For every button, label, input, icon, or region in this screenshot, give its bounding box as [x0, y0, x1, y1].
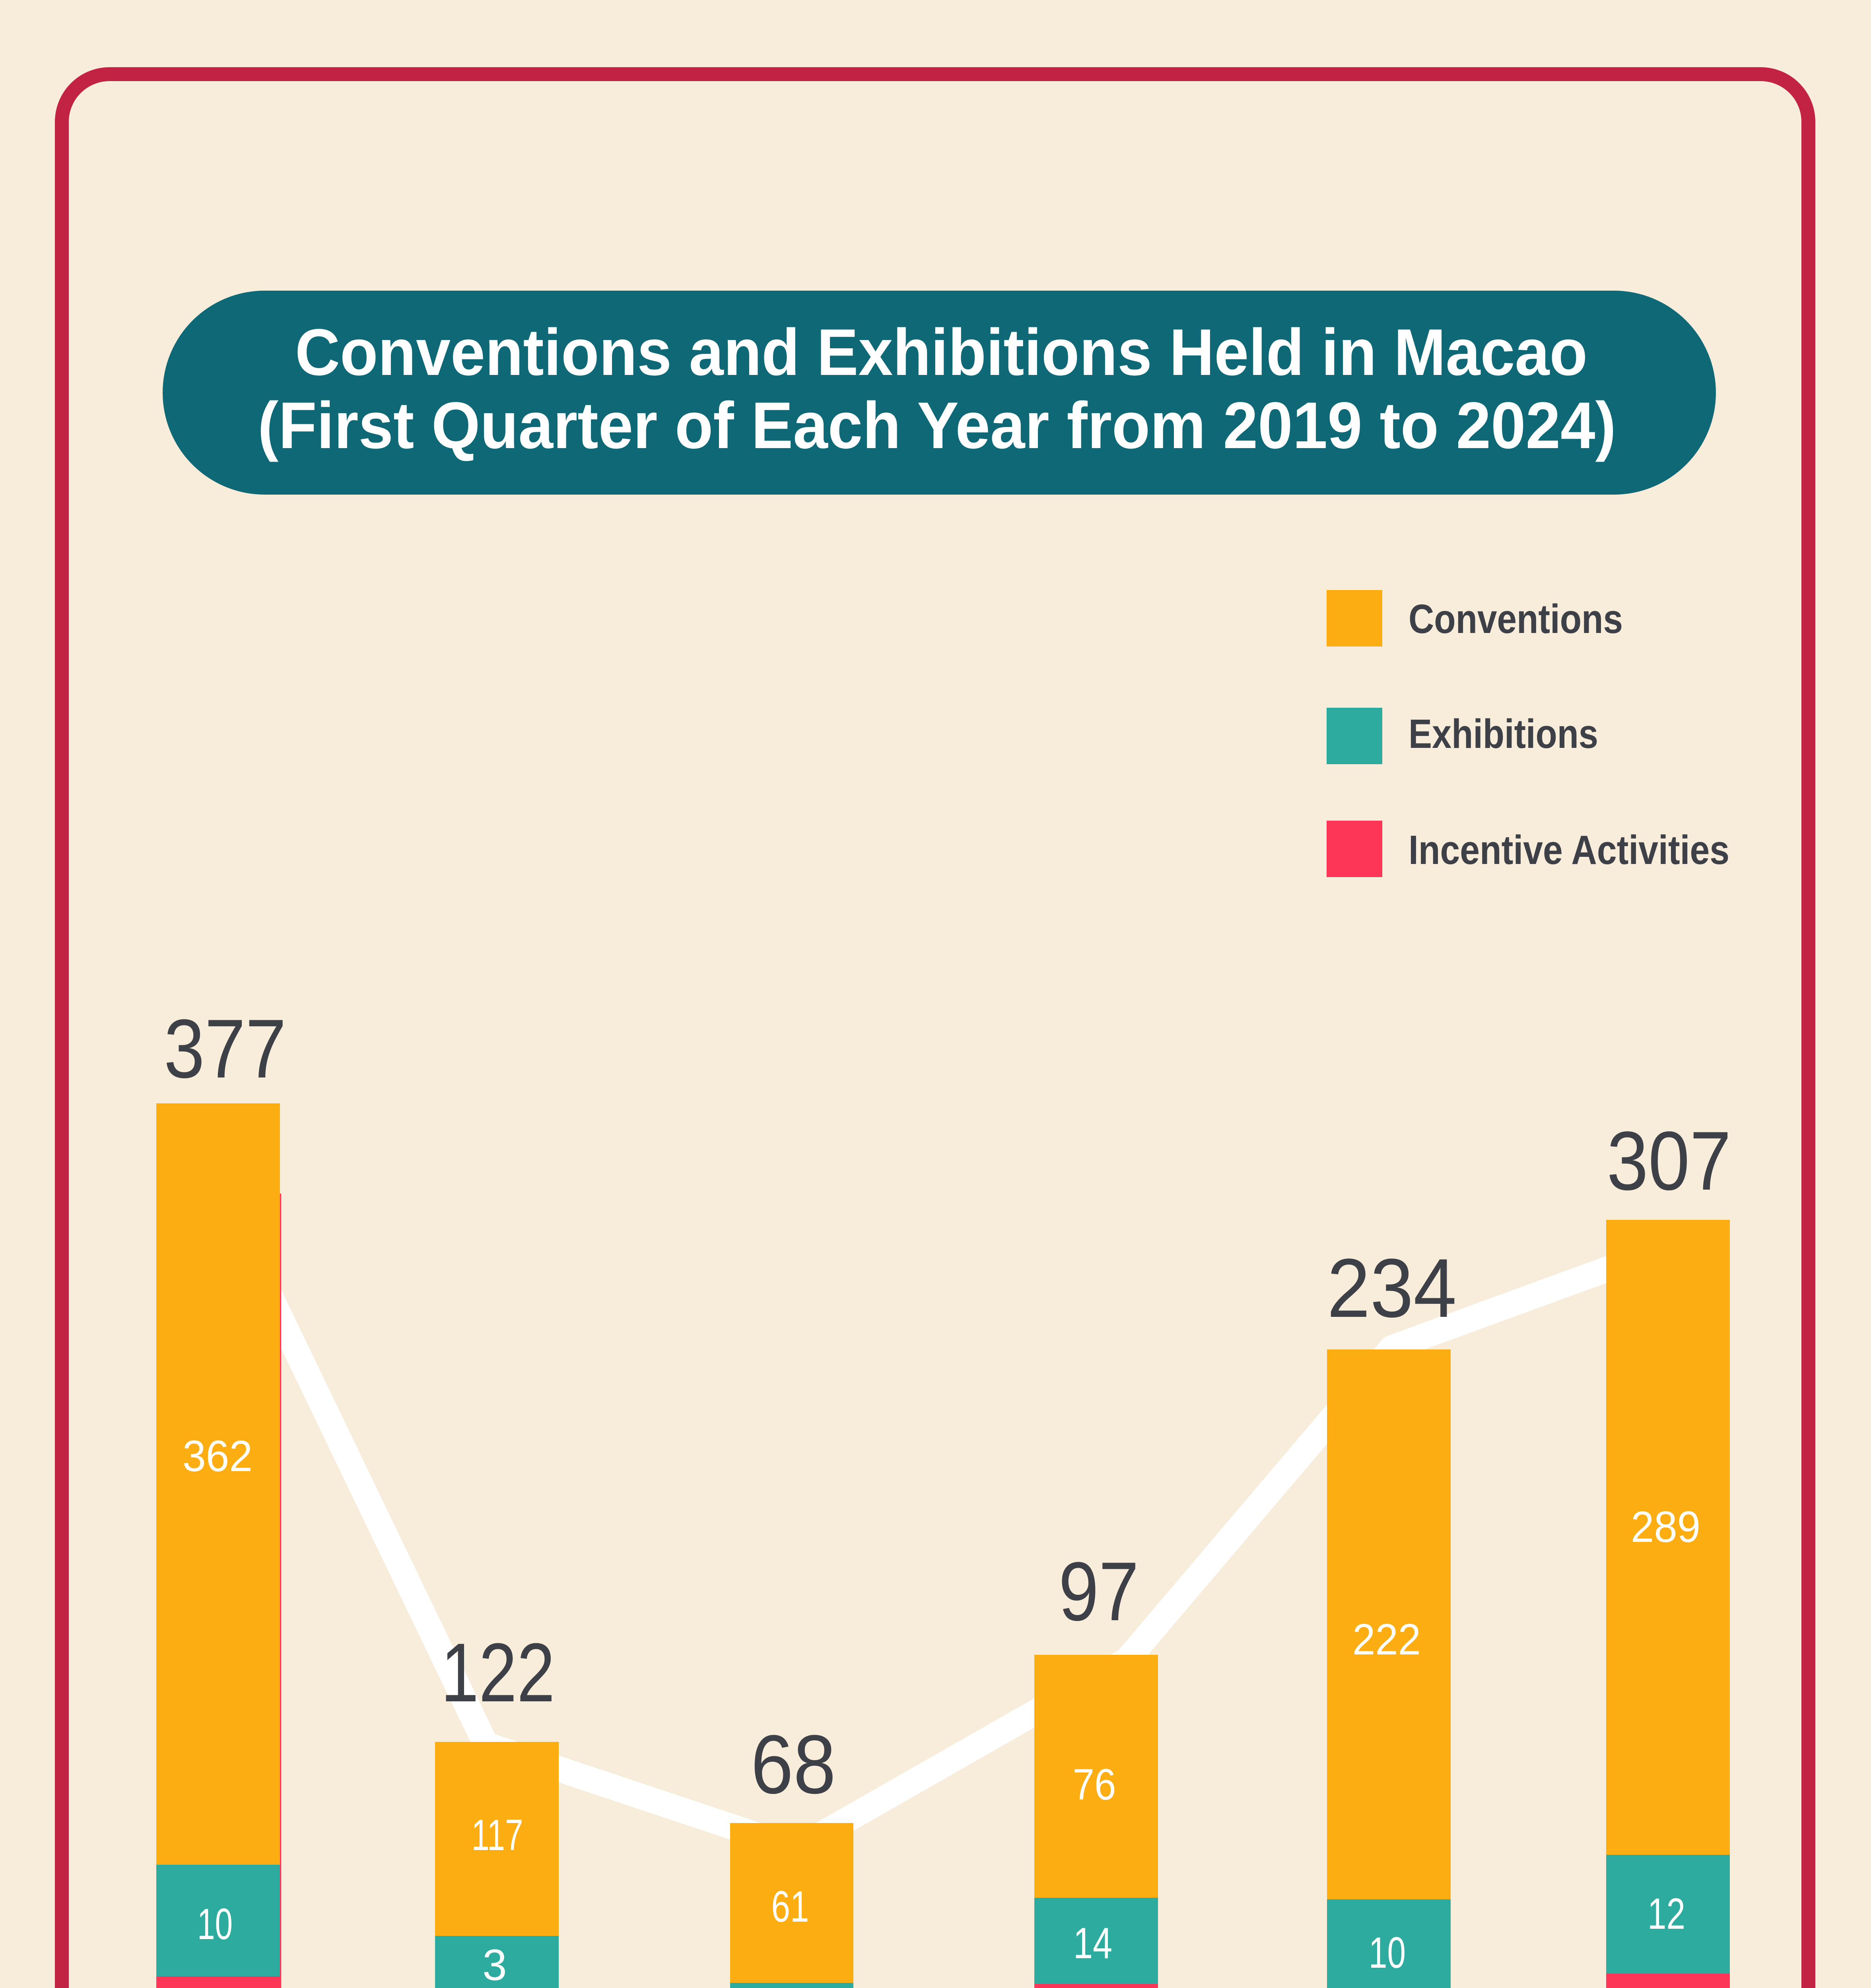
svg-text:68: 68: [751, 1718, 836, 1811]
svg-text:7: 7: [778, 1984, 802, 1988]
svg-text:76: 76: [1073, 1760, 1116, 1809]
svg-text:289: 289: [1631, 1503, 1700, 1551]
svg-text:222: 222: [1352, 1615, 1421, 1664]
svg-text:(First Quarter of Each Year fr: (First Quarter of Each Year from 2019 to…: [258, 389, 1616, 462]
svg-text:Conventions: Conventions: [1409, 596, 1623, 642]
svg-text:10: 10: [1369, 1928, 1406, 1977]
svg-text:10: 10: [197, 1900, 233, 1949]
svg-text:307: 307: [1607, 1114, 1731, 1208]
svg-text:6: 6: [1654, 1980, 1678, 1988]
svg-text:Conventions and Exhibitions He: Conventions and Exhibitions Held in Maca…: [295, 316, 1587, 389]
svg-text:12: 12: [1648, 1889, 1685, 1938]
svg-text:Incentive Activities: Incentive Activities: [1409, 827, 1729, 873]
svg-text:5: 5: [203, 1982, 227, 1988]
svg-text:97: 97: [1059, 1545, 1139, 1638]
svg-text:362: 362: [183, 1432, 253, 1481]
svg-text:234: 234: [1327, 1241, 1457, 1335]
svg-text:14: 14: [1073, 1919, 1112, 1968]
svg-text:122: 122: [441, 1626, 555, 1719]
svg-text:7: 7: [1080, 1983, 1105, 1988]
svg-text:117: 117: [472, 1811, 523, 1860]
svg-text:61: 61: [771, 1882, 809, 1931]
svg-text:3: 3: [482, 1941, 507, 1988]
svg-text:377: 377: [164, 1002, 286, 1095]
svg-text:Exhibitions: Exhibitions: [1409, 711, 1598, 757]
